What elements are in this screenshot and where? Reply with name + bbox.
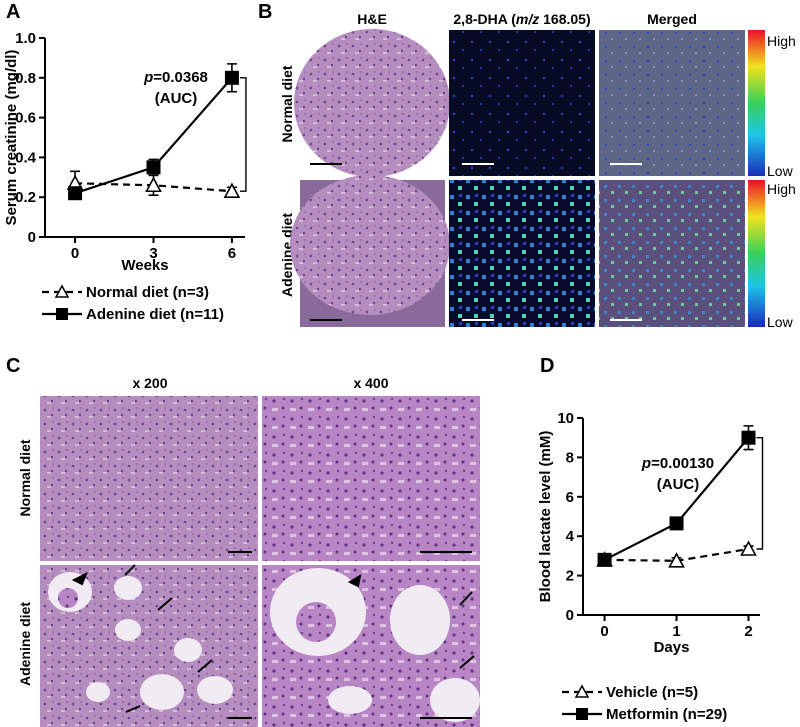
image-grid <box>290 29 765 327</box>
legend-marker <box>54 284 70 298</box>
legend-label: Adenine diet (n=11) <box>86 306 224 323</box>
colorbar-label: Low <box>767 314 794 330</box>
tissue <box>294 29 450 177</box>
legend-label: Vehicle (n=5) <box>606 684 698 701</box>
column-header: 2,8-DHA (m/z 168.05) <box>453 11 590 27</box>
header-part: m/z <box>516 11 539 27</box>
annotation-part: =0.0368 <box>153 69 208 86</box>
x-tick-label: 6 <box>228 245 236 262</box>
row-label: Adenine diet <box>17 602 33 686</box>
column-header: Merged <box>647 11 697 27</box>
x-tick-label: 3 <box>149 245 157 262</box>
panel-label: A <box>6 1 20 23</box>
x-tick-label: 2 <box>744 623 752 640</box>
significance-bracket <box>239 77 247 192</box>
column-header: H&E <box>357 11 387 27</box>
row-label: Normal diet <box>279 65 295 142</box>
marker <box>740 540 757 556</box>
colorbar-label: High <box>767 33 796 49</box>
x-tick-label: 1 <box>672 623 680 640</box>
header-part: 2,8-DHA ( <box>453 11 516 27</box>
annotation-part: p <box>641 455 651 472</box>
marker <box>146 160 161 175</box>
glomerulus <box>58 588 78 608</box>
marker <box>68 186 83 201</box>
row-label: Normal diet <box>17 439 33 516</box>
x-axis-label: Weeks <box>121 257 168 274</box>
annotation-part: p <box>143 69 153 86</box>
y-tick-label: 0.2 <box>15 189 36 206</box>
image <box>40 396 258 561</box>
marker <box>669 516 684 531</box>
y-tick-label: 8 <box>566 449 574 466</box>
arrows <box>71 564 475 713</box>
legend-label: Normal diet (n=3) <box>86 284 209 301</box>
y-tick-label: 0 <box>28 229 36 246</box>
image <box>262 396 480 561</box>
legend-label: Metformin (n=29) <box>606 706 727 723</box>
legend-marker <box>56 308 68 320</box>
image <box>599 180 745 327</box>
legend-marker <box>574 684 590 698</box>
cysts <box>48 568 480 722</box>
y-tick-label: 0.8 <box>15 70 36 87</box>
y-tick-label: 0.6 <box>15 110 36 127</box>
image-grid <box>40 396 480 727</box>
tissue <box>290 175 450 315</box>
panel-label: C <box>6 355 20 377</box>
significance-bracket <box>756 437 764 550</box>
image <box>599 30 745 176</box>
image <box>449 180 595 327</box>
y-axis-label: Serum creatinine (mg/dl) <box>3 50 20 226</box>
x-tick-label: 0 <box>71 245 79 262</box>
x-tick-label: 0 <box>600 623 608 640</box>
marker <box>145 176 162 193</box>
marker <box>224 70 239 85</box>
marker <box>223 182 241 199</box>
y-tick-label: 2 <box>566 568 574 585</box>
y-tick-label: 6 <box>566 489 574 506</box>
series-line <box>604 547 749 562</box>
column-header: x 400 <box>353 375 388 391</box>
colorbar-label: High <box>767 181 796 197</box>
y-tick-label: 0.4 <box>15 149 37 166</box>
row-label: Adenine diet <box>279 213 295 297</box>
colorbar <box>748 30 765 176</box>
colorbar <box>748 180 765 327</box>
y-axis-label: Blood lactate level (mM) <box>537 431 554 603</box>
panel-label: D <box>540 355 554 377</box>
y-tick-label: 10 <box>557 410 574 427</box>
column-header: x 200 <box>132 375 167 391</box>
panel-label: B <box>258 1 272 23</box>
annotation: p=0.00130 <box>641 455 714 472</box>
annotation-note: (AUC) <box>155 90 198 107</box>
marker <box>597 552 612 567</box>
glomerulus <box>296 602 336 642</box>
annotation: p=0.0368 <box>143 69 208 86</box>
legend-marker <box>576 708 588 720</box>
marker <box>741 430 756 445</box>
y-tick-label: 0 <box>566 607 574 624</box>
annotation-note: (AUC) <box>657 476 700 493</box>
marker <box>668 552 685 568</box>
header-part: 168.05) <box>539 11 590 27</box>
annotation-part: =0.00130 <box>651 455 714 472</box>
y-tick-label: 1.0 <box>15 30 36 47</box>
image <box>449 30 595 176</box>
y-tick-label: 4 <box>566 528 575 545</box>
colorbar-label: Low <box>767 163 794 179</box>
x-axis-label: Days <box>654 639 690 656</box>
